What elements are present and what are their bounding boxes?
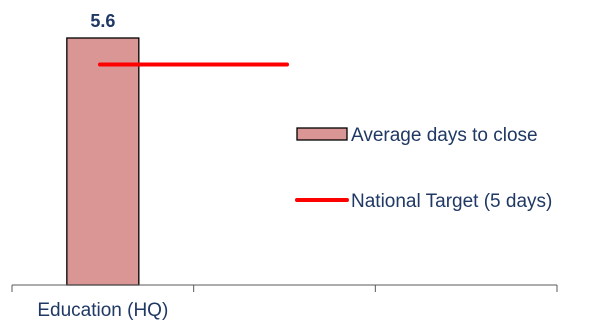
legend-label-average-days: Average days to close (351, 125, 538, 146)
x-tick-label: Education (HQ) (37, 300, 168, 321)
legend: Average days to close National Target (5… (295, 125, 552, 212)
bar-data-label: 5.6 (90, 11, 115, 31)
plot-area: 5.6 Education (HQ) (11, 11, 558, 321)
bar (66, 37, 140, 286)
legend-swatch-average-days (296, 127, 348, 141)
legend-label-national-target: National Target (5 days) (351, 191, 552, 212)
